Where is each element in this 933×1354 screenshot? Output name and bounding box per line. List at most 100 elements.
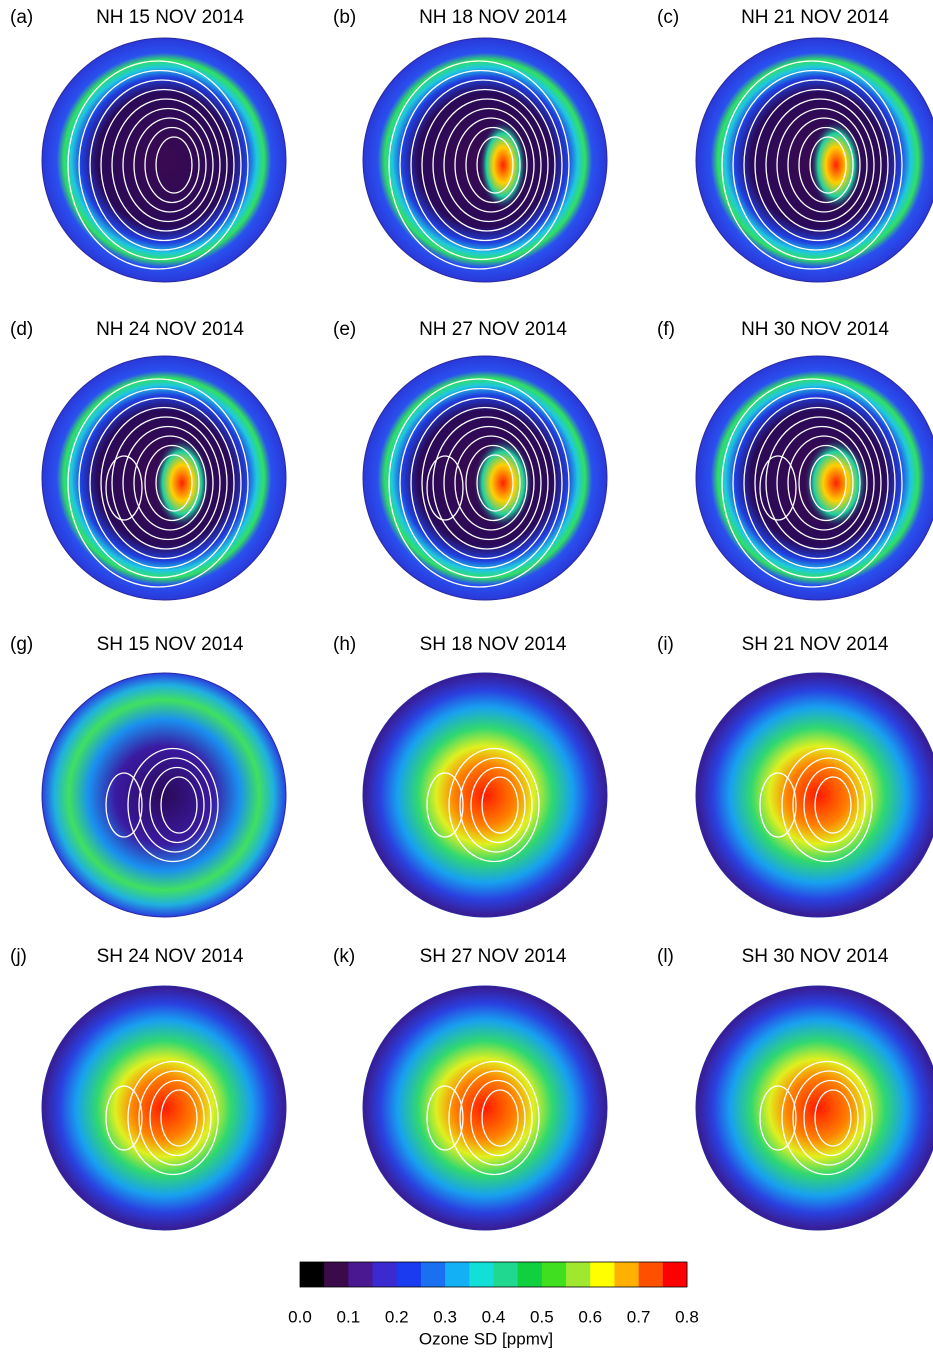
contour <box>426 455 464 521</box>
colorbar-tick-label: 0.2 <box>385 1307 409 1326</box>
map-border <box>362 985 608 1231</box>
contour <box>787 435 861 531</box>
map-panel: (j) SH 24 NOV 2014 <box>10 946 287 1231</box>
contour <box>421 406 549 560</box>
panel-label: (k) <box>333 946 355 967</box>
vortex-core <box>810 120 862 210</box>
map-border <box>41 37 287 283</box>
contour <box>470 766 526 844</box>
contour <box>399 69 563 261</box>
contour <box>89 397 235 569</box>
contour <box>426 1085 464 1151</box>
panel-title: SH 18 NOV 2014 <box>420 634 567 655</box>
colorbar-tick-label: 0.4 <box>482 1307 506 1326</box>
polar-map <box>363 986 607 1230</box>
colorbar-swatch <box>469 1262 494 1287</box>
panel-title: SH 30 NOV 2014 <box>742 946 889 967</box>
contour <box>105 772 143 838</box>
contour <box>133 117 207 213</box>
contour <box>100 88 228 242</box>
contour <box>776 425 868 541</box>
map-panel: (g) SH 15 NOV 2014 <box>10 634 287 918</box>
panel-label: (c) <box>657 7 679 28</box>
contour <box>459 757 533 853</box>
colorbar-swatch <box>638 1262 664 1287</box>
contour <box>78 69 242 261</box>
panel-title: SH 21 NOV 2014 <box>742 634 889 655</box>
contour <box>465 444 521 522</box>
colorbar-swatch <box>493 1262 519 1287</box>
contour <box>481 776 519 834</box>
contour <box>138 757 212 853</box>
contour <box>809 136 847 194</box>
colorbar-swatch <box>420 1262 446 1287</box>
polar-map <box>42 673 286 917</box>
contour <box>481 1089 519 1147</box>
map-border <box>362 672 608 918</box>
colorbar-tick-label: 0.8 <box>675 1307 699 1326</box>
contour <box>781 1060 873 1176</box>
map-panel: (h) SH 18 NOV 2014 <box>333 634 608 918</box>
vortex-core <box>804 438 868 528</box>
map-border <box>41 672 287 918</box>
panel-label: (a) <box>10 7 33 28</box>
contour <box>448 1060 540 1176</box>
panel-label: (h) <box>333 634 356 655</box>
map-border <box>695 355 933 601</box>
map-panel: (l) SH 30 NOV 2014 <box>657 946 933 1231</box>
map-panel: (d) NH 24 NOV 2014 <box>10 319 287 601</box>
colorbar-swatch <box>541 1262 567 1287</box>
map-panel: (e) NH 27 NOV 2014 <box>333 319 608 601</box>
contour <box>127 1060 219 1176</box>
panel-label: (f) <box>657 319 675 340</box>
contour <box>754 406 882 560</box>
contour <box>754 88 882 242</box>
colorbar-tick-label: 0.1 <box>337 1307 361 1326</box>
contour <box>155 136 193 194</box>
map-border <box>695 37 933 283</box>
contour <box>454 435 528 531</box>
colorbar-label: Ozone SD [ppmv] <box>419 1329 553 1348</box>
colorbar-swatch <box>324 1262 349 1287</box>
contour <box>105 1085 143 1151</box>
contour <box>421 88 549 242</box>
contour <box>111 98 221 232</box>
colorbar-tick-label: 0.0 <box>288 1307 312 1326</box>
contour <box>803 1079 859 1157</box>
contour <box>122 107 214 223</box>
contour <box>759 1085 797 1151</box>
map-border <box>41 985 287 1231</box>
colorbar: Ozone SD [ppmv] 0.0 0.1 0.2 0.3 0.4 0.5 0.6 0.7… <box>288 1261 699 1348</box>
contour <box>127 747 219 863</box>
colorbar-tick-label: 0.5 <box>530 1307 554 1326</box>
polar-map <box>696 986 933 1230</box>
contour <box>476 136 514 194</box>
contour <box>809 454 847 512</box>
colorbar-swatch <box>372 1262 398 1287</box>
contour <box>776 107 868 223</box>
contour <box>721 378 903 588</box>
colorbar-tick-label: 0.6 <box>578 1307 602 1326</box>
contour <box>67 378 249 588</box>
contour <box>743 79 889 251</box>
contour <box>798 126 854 204</box>
contour <box>803 766 859 844</box>
contour <box>432 98 542 232</box>
contour <box>470 1079 526 1157</box>
contour <box>149 1079 205 1157</box>
contour <box>792 1070 866 1166</box>
contour <box>149 766 205 844</box>
contour <box>448 747 540 863</box>
panel-title: NH 21 NOV 2014 <box>741 7 889 28</box>
polar-map <box>696 673 933 917</box>
map-panel: (c) NH 21 NOV 2014 <box>657 7 933 283</box>
contour <box>476 454 514 512</box>
colorbar-swatch <box>396 1262 422 1287</box>
colorbar-swatch <box>348 1262 374 1287</box>
contour <box>721 60 903 270</box>
colorbar-frame <box>299 1261 688 1288</box>
map-border <box>41 355 287 601</box>
colorbar-swatch <box>517 1262 543 1287</box>
colorbar-swatch <box>590 1262 615 1287</box>
